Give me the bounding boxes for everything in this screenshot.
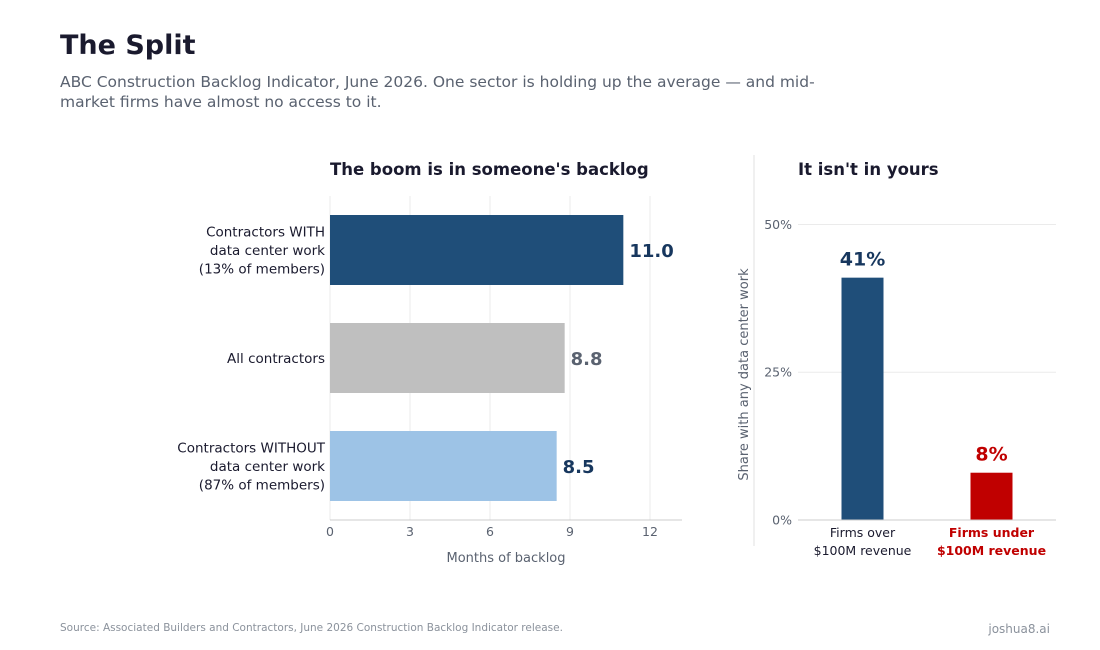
x-tick-label: 0 xyxy=(326,524,334,539)
category-label: Contractors WITHOUT data center work (87% … xyxy=(177,441,325,494)
y-tick-label: 25% xyxy=(764,365,792,380)
y-axis-label: Share with any data center work xyxy=(737,268,752,481)
column-value-label: 41% xyxy=(840,249,885,271)
bar-value-label: 11.0 xyxy=(629,241,673,262)
share-column-chart: 0% 25% 50% 41% Firms over $100M revenue 8% Firm… xyxy=(737,217,1056,558)
bar-value-label: 8.5 xyxy=(563,457,595,478)
category-label: Firms under $100M revenue xyxy=(937,525,1046,558)
x-tick-label: 6 xyxy=(486,524,494,539)
backlog-bar-chart: 0 3 6 9 12 11.0 Contractors WITH data center wo… xyxy=(177,196,682,566)
bar xyxy=(330,431,557,501)
category-label: Contractors WITH data center work (13% of … xyxy=(199,225,325,278)
page-subtitle: ABC Construction Backlog Indicator, June… xyxy=(60,73,815,111)
right-chart-title: It isn't in yours xyxy=(798,160,939,179)
y-tick-label: 50% xyxy=(764,217,792,232)
credit-label: joshua8.ai xyxy=(988,622,1050,636)
bar xyxy=(330,323,565,393)
bar-value-label: 8.8 xyxy=(571,349,603,370)
page-title: The Split xyxy=(60,30,196,61)
x-tick-label: 3 xyxy=(406,524,414,539)
left-chart-title: The boom is in someone's backlog xyxy=(330,160,649,179)
column xyxy=(841,277,884,520)
category-label: Firms over $100M revenue xyxy=(814,525,912,558)
column-value-label: 8% xyxy=(975,444,1007,466)
source-note: Source: Associated Builders and Contract… xyxy=(60,622,563,634)
bar xyxy=(330,215,624,285)
y-tick-label: 0% xyxy=(772,513,792,528)
column xyxy=(970,472,1013,520)
x-tick-label: 9 xyxy=(566,524,574,539)
category-label: All contractors xyxy=(227,351,325,367)
x-tick-label: 12 xyxy=(642,524,658,539)
x-axis-label: Months of backlog xyxy=(446,551,565,566)
